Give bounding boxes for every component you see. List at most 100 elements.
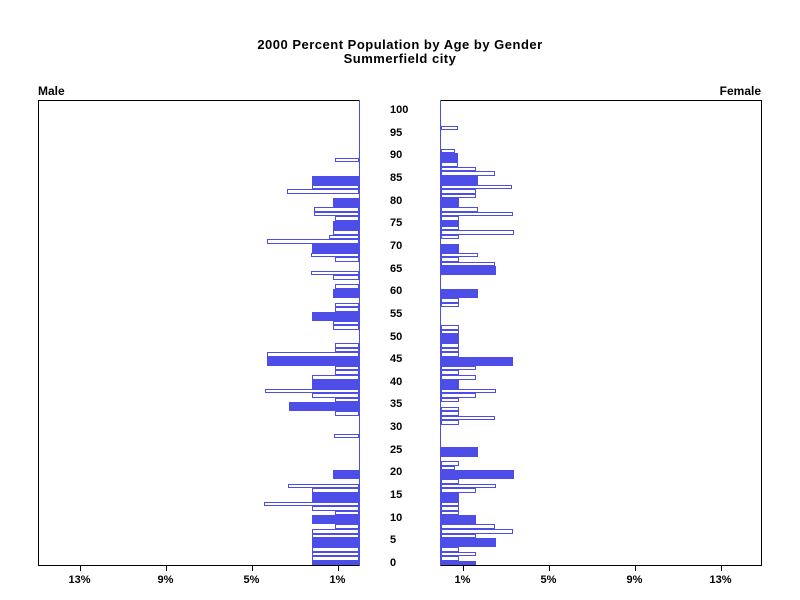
age-tick-label-70: 70 bbox=[390, 239, 403, 252]
bar-female-age-13 bbox=[441, 501, 460, 507]
bar-female-age-5 bbox=[441, 538, 496, 548]
bar-male-age-67 bbox=[335, 257, 359, 262]
bar-male-age-89 bbox=[335, 157, 359, 163]
female-axis-tick-9% bbox=[634, 566, 636, 571]
age-tick-label-95: 95 bbox=[390, 126, 403, 139]
bar-female-age-42 bbox=[441, 370, 460, 375]
bar-male-age-1 bbox=[311, 556, 359, 561]
bar-female-age-22 bbox=[441, 461, 460, 466]
age-tick-label-60: 60 bbox=[390, 285, 403, 298]
bar-male-age-52 bbox=[333, 325, 359, 330]
bar-female-age-57 bbox=[441, 302, 460, 308]
bar-female-age-73 bbox=[441, 230, 515, 235]
bar-female-age-45 bbox=[441, 356, 514, 366]
bar-female-age-80 bbox=[441, 198, 460, 208]
bar-female-age-68 bbox=[441, 252, 478, 258]
bar-female-age-15 bbox=[441, 492, 460, 502]
bar-female-age-32 bbox=[441, 415, 495, 421]
bar-female-age-46 bbox=[441, 352, 460, 357]
bar-male-age-13 bbox=[264, 501, 359, 507]
bar-female-age-66 bbox=[441, 261, 495, 267]
age-tick-label-55: 55 bbox=[390, 307, 403, 320]
bar-male-age-3 bbox=[311, 547, 359, 552]
bar-male-age-12 bbox=[311, 506, 359, 511]
bar-male-age-35 bbox=[289, 402, 359, 412]
age-tick-label-15: 15 bbox=[390, 489, 403, 502]
bar-female-age-36 bbox=[441, 397, 460, 403]
bar-female-age-31 bbox=[441, 420, 460, 425]
age-tick-label-75: 75 bbox=[390, 217, 403, 230]
male-axis-tick-label-5%: 5% bbox=[243, 574, 260, 586]
bar-female-age-3 bbox=[441, 547, 460, 552]
bar-male-age-7 bbox=[311, 529, 359, 534]
bar-female-age-16 bbox=[441, 488, 477, 493]
bar-male-age-73 bbox=[333, 230, 359, 235]
bar-female-age-60 bbox=[441, 288, 478, 298]
bar-female-age-70 bbox=[441, 243, 460, 253]
bar-male-age-41 bbox=[311, 375, 359, 380]
bar-male-age-53 bbox=[333, 320, 359, 326]
bar-male-age-48 bbox=[335, 343, 359, 348]
bar-male-age-38 bbox=[265, 388, 359, 394]
bar-female-age-52 bbox=[441, 325, 460, 330]
bar-male-age-37 bbox=[311, 393, 359, 398]
bar-female-age-83 bbox=[441, 184, 512, 190]
bar-male-age-36 bbox=[335, 397, 359, 403]
bar-female-age-2 bbox=[441, 551, 477, 557]
bar-male-age-45 bbox=[266, 356, 359, 366]
bar-female-age-81 bbox=[441, 193, 477, 199]
bar-female-age-25 bbox=[441, 447, 478, 457]
female-axis-tick-label-1%: 1% bbox=[454, 574, 471, 586]
bar-male-age-72 bbox=[328, 234, 359, 240]
bar-male-age-57 bbox=[335, 302, 359, 308]
bar-female-age-76 bbox=[441, 216, 460, 221]
bar-male-age-78 bbox=[313, 207, 359, 212]
bar-male-age-6 bbox=[311, 533, 359, 539]
bar-female-age-72 bbox=[441, 234, 460, 240]
male-axis-tick-label-1%: 1% bbox=[329, 574, 346, 586]
female-axis-tick-label-5%: 5% bbox=[540, 574, 557, 586]
bar-male-age-15 bbox=[311, 492, 359, 502]
bar-female-age-41 bbox=[441, 375, 477, 380]
bar-male-age-20 bbox=[333, 470, 359, 480]
bar-male-age-61 bbox=[335, 284, 359, 289]
bar-male-age-47 bbox=[335, 347, 359, 353]
age-tick-label-45: 45 bbox=[390, 353, 403, 366]
bar-female-age-43 bbox=[441, 365, 477, 371]
age-tick-label-20: 20 bbox=[390, 466, 403, 479]
bar-female-age-74 bbox=[441, 225, 460, 231]
bar-male-age-76 bbox=[335, 216, 359, 221]
age-tick-label-5: 5 bbox=[390, 534, 397, 547]
bar-female-age-77 bbox=[441, 211, 514, 217]
age-tick-label-85: 85 bbox=[390, 171, 403, 184]
bar-female-age-38 bbox=[441, 388, 496, 394]
male-axis-tick-label-13%: 13% bbox=[68, 574, 91, 586]
bar-female-age-82 bbox=[441, 189, 477, 194]
bar-female-age-96 bbox=[441, 125, 459, 131]
female-axis-tick-label-13%: 13% bbox=[709, 574, 732, 586]
bar-male-age-64 bbox=[310, 270, 359, 276]
chart-title-line2: Summerfield city bbox=[343, 51, 457, 66]
bar-male-age-83 bbox=[311, 184, 359, 190]
bar-male-age-56 bbox=[335, 307, 359, 312]
bar-female-age-34 bbox=[441, 406, 460, 412]
male-axis-tick-1% bbox=[337, 566, 339, 571]
bar-female-age-85 bbox=[441, 175, 478, 185]
bar-female-age-37 bbox=[441, 393, 477, 398]
bar-female-age-50 bbox=[441, 334, 460, 344]
bar-male-age-2 bbox=[311, 551, 359, 557]
male-axis-tick-label-9%: 9% bbox=[157, 574, 174, 586]
bar-male-age-40 bbox=[311, 379, 359, 389]
bar-female-age-10 bbox=[441, 515, 477, 525]
age-tick-label-10: 10 bbox=[390, 511, 403, 524]
bar-male-age-17 bbox=[288, 483, 359, 489]
age-tick-label-35: 35 bbox=[390, 398, 403, 411]
bar-female-age-90 bbox=[441, 153, 459, 163]
male-panel bbox=[38, 100, 360, 566]
bar-female-age-7 bbox=[441, 529, 514, 534]
bar-female-age-33 bbox=[441, 411, 460, 416]
female-axis-tick-13% bbox=[720, 566, 722, 571]
female-axis-tick-label-9%: 9% bbox=[626, 574, 643, 586]
bar-male-age-55 bbox=[311, 311, 359, 321]
